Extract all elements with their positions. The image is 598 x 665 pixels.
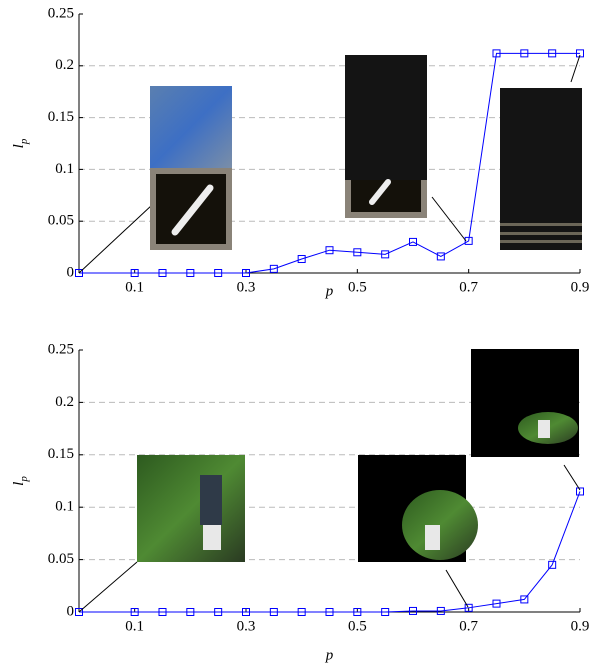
y-tick-label: 0.1	[55, 161, 74, 177]
y-tick-label: 0.05	[48, 551, 74, 567]
x-tick-label: 0.5	[348, 279, 367, 295]
y-tick-label: 0.15	[48, 109, 74, 125]
y-tick-label: 0.15	[48, 446, 74, 462]
pointer-line	[564, 465, 580, 490]
example-images	[79, 55, 582, 612]
x-tick-label: 0.3	[237, 279, 256, 295]
image-stripe	[500, 232, 582, 235]
y-tick-label: 0	[67, 264, 75, 280]
x-tick-label: 0.5	[348, 618, 367, 634]
image-detail	[200, 475, 222, 525]
x-axis-label: p	[325, 647, 334, 663]
y-axis-label: lp	[11, 138, 29, 148]
y-tick-label: 0.25	[48, 341, 74, 357]
pointer-line	[79, 562, 137, 612]
image-detail	[425, 525, 440, 550]
image-stripe	[500, 223, 582, 226]
x-tick-label: 0.1	[125, 279, 144, 295]
pointer-line	[446, 570, 468, 607]
image-detail	[203, 525, 221, 550]
y-tick-label: 0.1	[55, 499, 74, 515]
y-tick-label: 0.2	[55, 394, 74, 410]
y-axis-label: lp	[11, 476, 29, 486]
x-tick-label: 0.9	[571, 618, 590, 634]
x-tick-label: 0.3	[237, 618, 256, 634]
y-label-sub: p	[18, 138, 30, 145]
figure: 00.050.10.150.20.250.10.30.50.70.9plp00.…	[0, 0, 598, 665]
y-tick-label: 0.05	[48, 213, 74, 229]
x-tick-label: 0.7	[459, 279, 478, 295]
example-image	[150, 86, 232, 168]
y-tick-label: 0.25	[48, 5, 74, 21]
x-tick-label: 0.9	[571, 279, 590, 295]
pointer-line	[79, 205, 152, 273]
image-detail	[538, 420, 550, 438]
example-image	[137, 455, 245, 562]
y-tick-label: 0	[67, 603, 75, 619]
y-label-sub: p	[18, 476, 30, 483]
x-axis-label: p	[325, 283, 334, 299]
x-tick-label: 0.7	[459, 618, 478, 634]
y-tick-label: 0.2	[55, 57, 74, 73]
x-tick-label: 0.1	[125, 618, 144, 634]
pointer-line	[571, 55, 580, 82]
image-stripe	[500, 240, 582, 243]
pointer-line	[432, 197, 466, 241]
